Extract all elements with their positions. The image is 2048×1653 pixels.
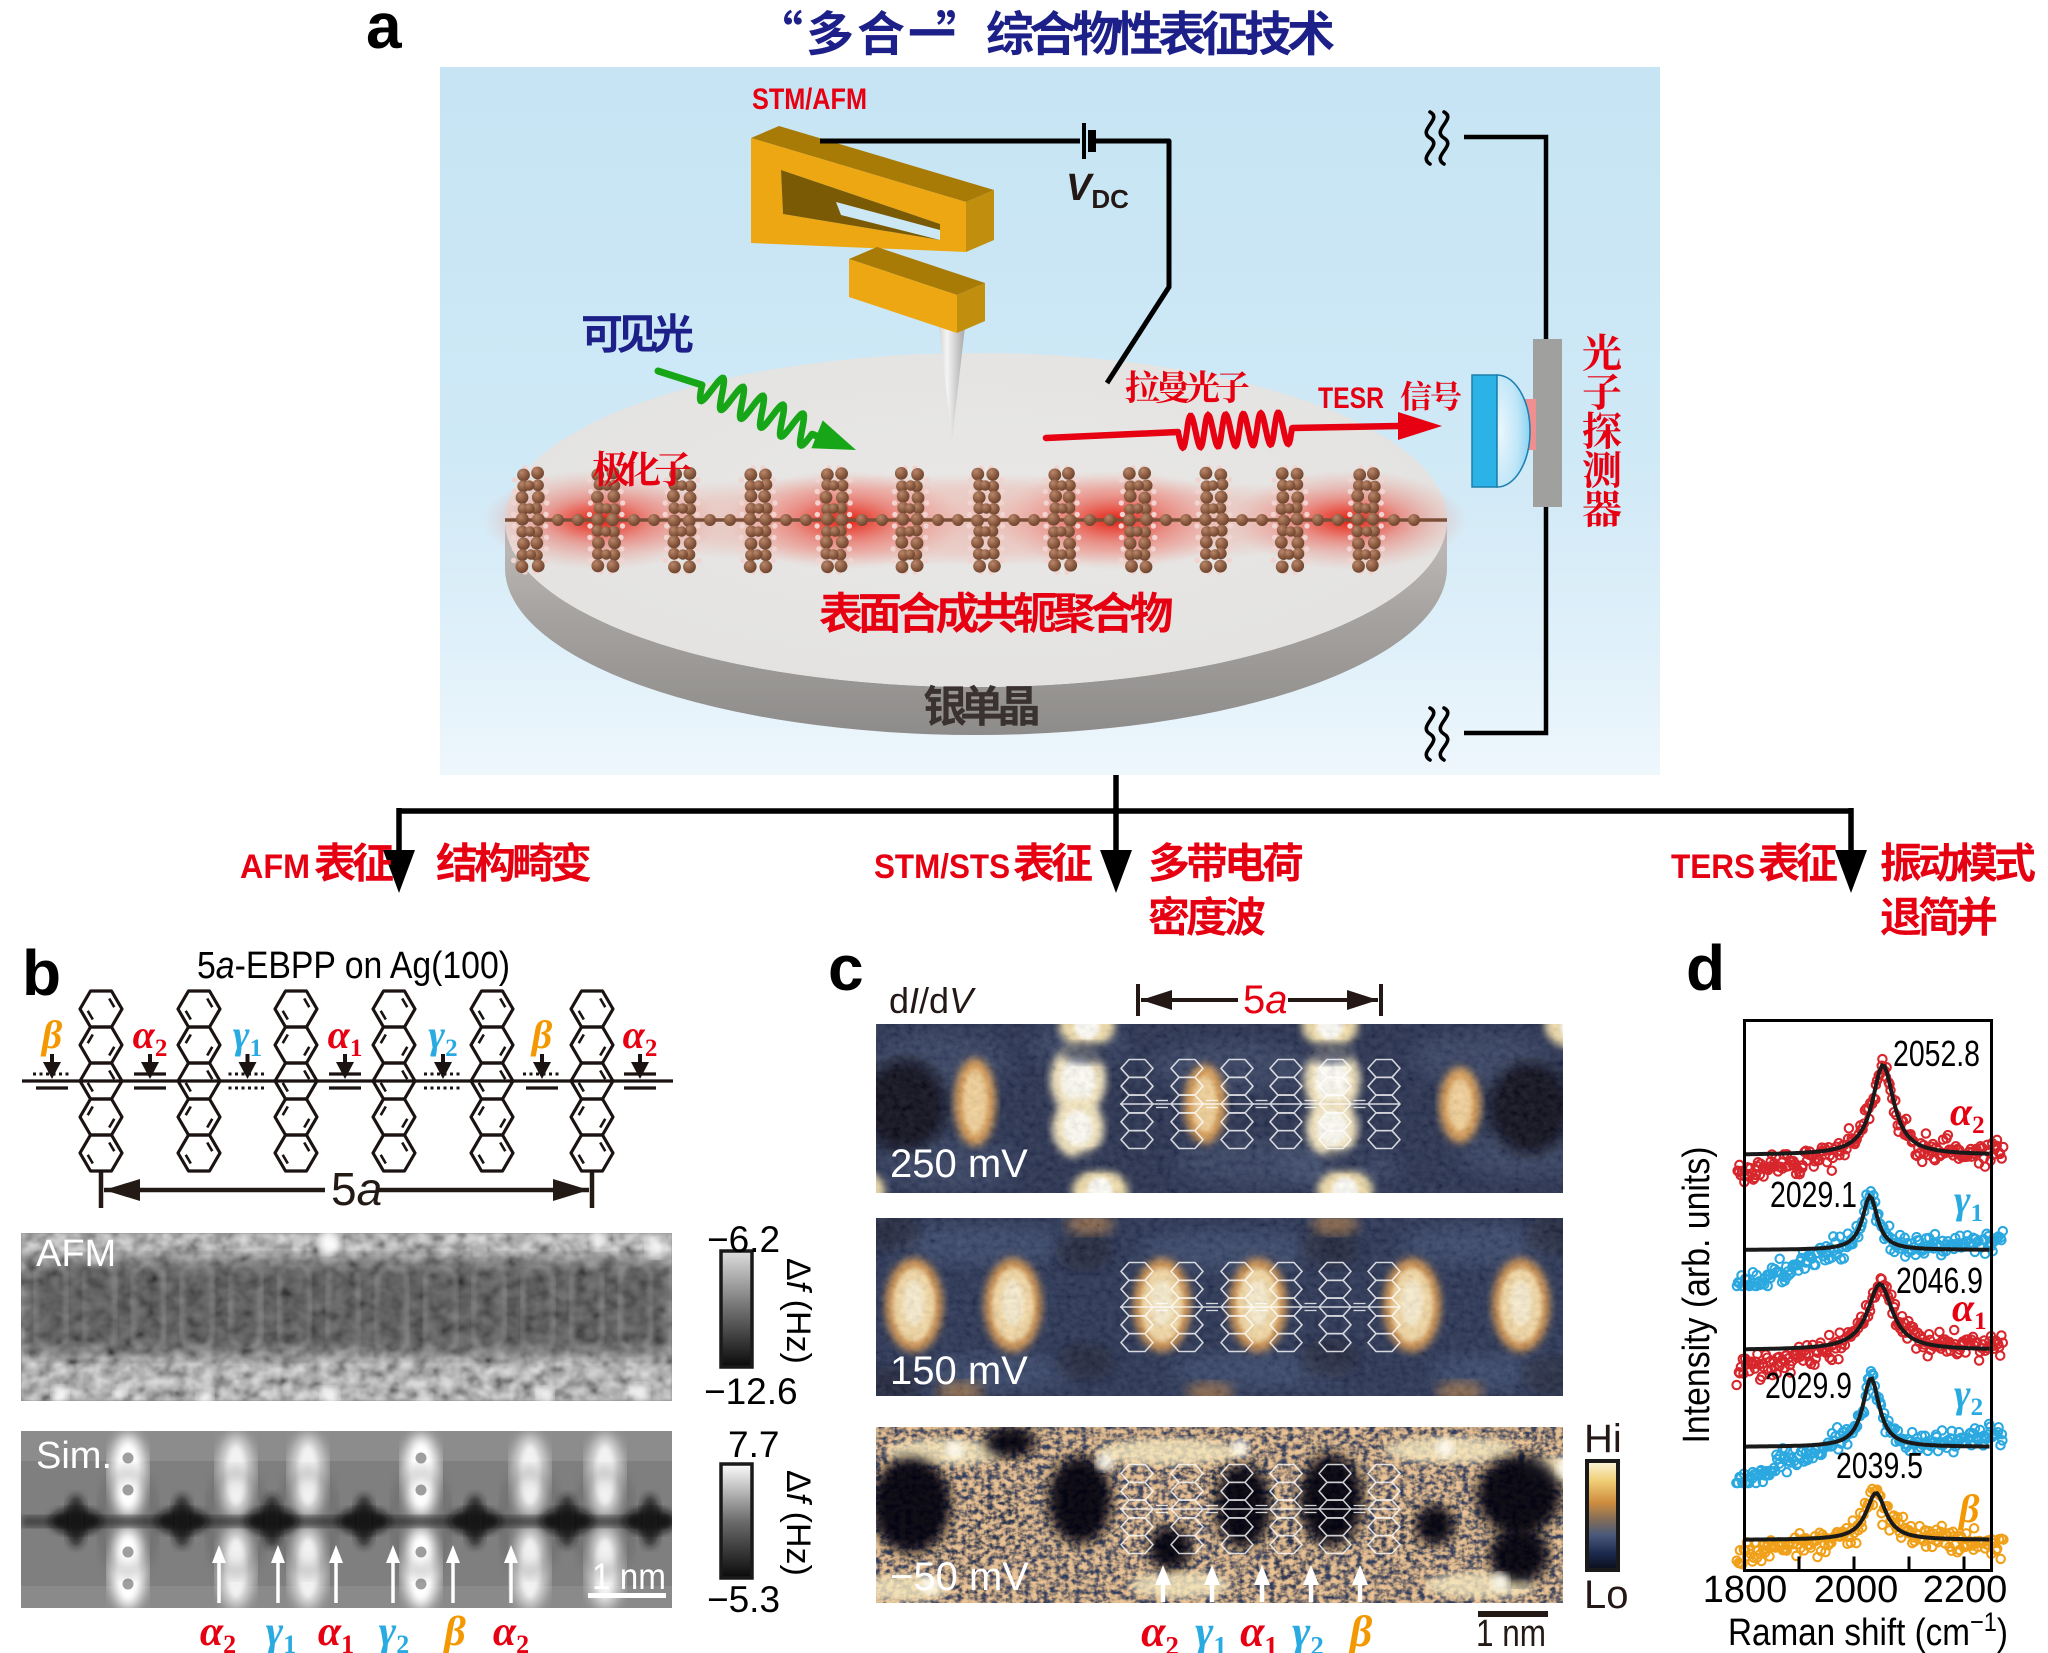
svg-text:1800: 1800: [1703, 1569, 1788, 1611]
svg-text:TESR: TESR: [1318, 382, 1384, 415]
svg-text:2029.1: 2029.1: [1770, 1174, 1857, 1215]
svg-text:a: a: [366, 0, 402, 62]
svg-text:150 mV: 150 mV: [890, 1349, 1028, 1393]
svg-text:b: b: [22, 937, 61, 1009]
svg-text:7.7: 7.7: [728, 1424, 779, 1465]
svg-text:2052.8: 2052.8: [1893, 1033, 1980, 1074]
svg-text:−5.3: −5.3: [707, 1579, 780, 1620]
svg-text:2046.9: 2046.9: [1896, 1260, 1983, 1301]
svg-text:γ1: γ1: [1954, 1177, 1983, 1227]
svg-text:β: β: [40, 1012, 63, 1057]
svg-text:2000: 2000: [1814, 1569, 1899, 1611]
svg-text:Hi: Hi: [1584, 1417, 1622, 1461]
svg-text:Sim.: Sim.: [36, 1435, 112, 1477]
svg-text:AFM: AFM: [240, 848, 310, 886]
svg-text:1 nm: 1 nm: [592, 1556, 666, 1597]
svg-text:−12.6: −12.6: [704, 1371, 798, 1412]
svg-text:2039.5: 2039.5: [1836, 1445, 1923, 1486]
svg-text:TERS: TERS: [1671, 848, 1755, 886]
svg-text:Δf (Hz): Δf (Hz): [779, 1258, 817, 1364]
svg-text:dI/dV: dI/dV: [889, 980, 976, 1021]
svg-text:250 mV: 250 mV: [890, 1142, 1028, 1186]
svg-text:c: c: [828, 932, 864, 1004]
svg-text:β: β: [1957, 1486, 1980, 1531]
svg-text:γ2: γ2: [379, 1609, 409, 1653]
svg-text:2200: 2200: [1923, 1569, 2008, 1611]
svg-text:−6.2: −6.2: [707, 1219, 780, 1260]
svg-text:STM/AFM: STM/AFM: [752, 83, 867, 116]
svg-text:AFM: AFM: [36, 1233, 116, 1275]
svg-text:β: β: [1348, 1607, 1373, 1653]
svg-text:d: d: [1686, 932, 1725, 1004]
svg-text:5a: 5a: [331, 1163, 382, 1215]
svg-text:Intensity (arb. units): Intensity (arb. units): [1676, 1147, 1718, 1444]
svg-text:5a-EBPP on Ag(100): 5a-EBPP on Ag(100): [197, 945, 510, 987]
svg-text:β: β: [530, 1012, 553, 1057]
svg-text:Raman shift (cm−1): Raman shift (cm−1): [1728, 1607, 2008, 1653]
svg-text:β: β: [442, 1609, 466, 1653]
svg-text:1 nm: 1 nm: [1476, 1613, 1546, 1653]
svg-text:−50 mV: −50 mV: [890, 1555, 1029, 1599]
svg-text:5a: 5a: [1243, 978, 1288, 1022]
svg-text:2029.9: 2029.9: [1765, 1365, 1852, 1406]
svg-text:Lo: Lo: [1584, 1573, 1629, 1617]
svg-text:α2: α2: [200, 1609, 236, 1653]
svg-text:STM/STS: STM/STS: [874, 848, 1010, 886]
svg-text:Δf (Hz): Δf (Hz): [779, 1470, 817, 1576]
svg-text:α1: α1: [328, 1012, 363, 1062]
